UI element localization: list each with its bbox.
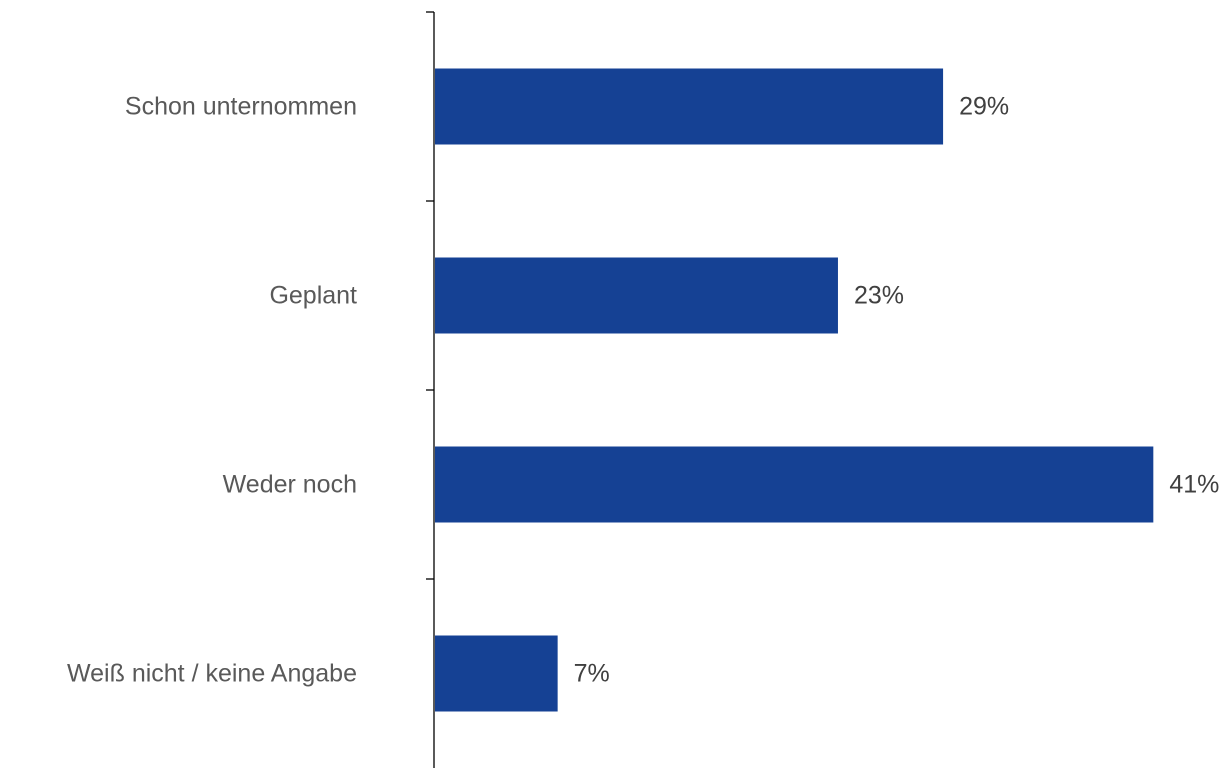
- data-label: 7%: [574, 660, 610, 688]
- bar: [435, 446, 1154, 523]
- bars: [435, 68, 1154, 712]
- data-label: 29%: [959, 93, 1009, 121]
- category-label: Weder noch: [223, 471, 357, 499]
- bar: [435, 68, 944, 145]
- labels: Schon unternommen 29% Geplant 23% Weder noch…: [67, 93, 1219, 688]
- data-label: 23%: [854, 282, 904, 310]
- category-axis: [426, 11, 435, 768]
- category-label: Schon unternommen: [125, 93, 357, 121]
- bar: [435, 257, 838, 334]
- category-label: Geplant: [269, 282, 357, 310]
- category-label: Weiß nicht / keine Angabe: [67, 660, 357, 688]
- data-label: 41%: [1169, 471, 1219, 499]
- bar: [435, 635, 558, 712]
